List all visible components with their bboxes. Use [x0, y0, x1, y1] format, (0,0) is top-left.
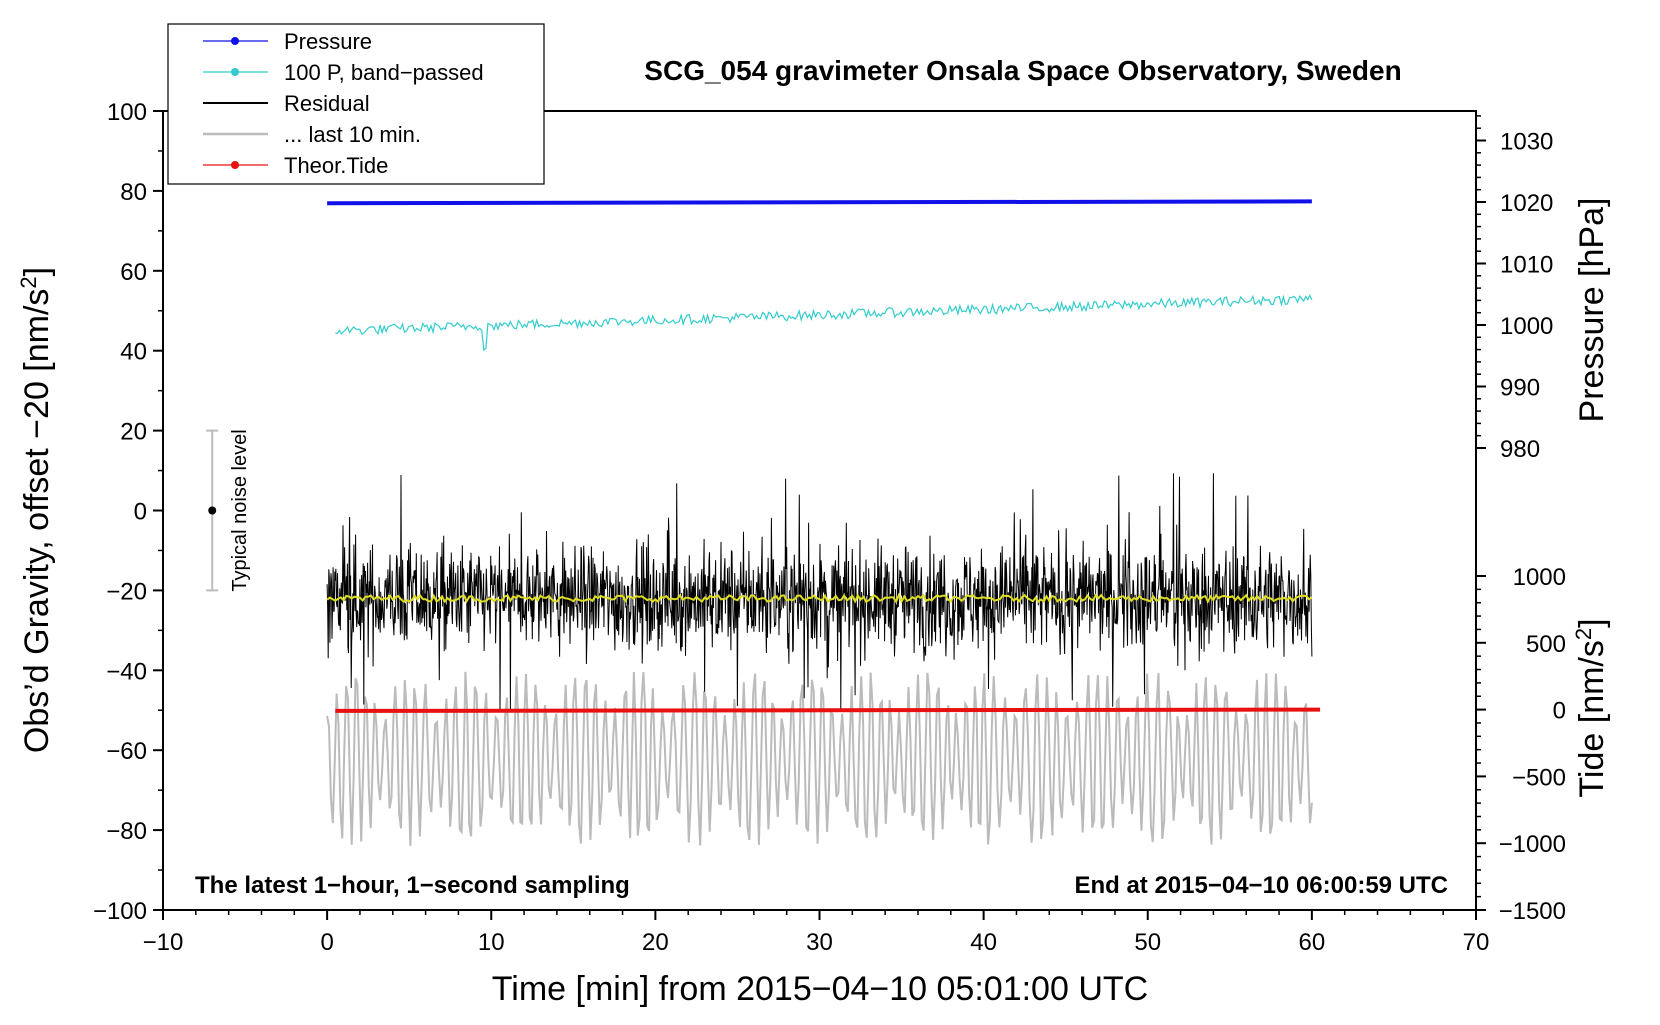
x-tick-label: 40: [970, 929, 997, 956]
series-pressure: [327, 199, 1312, 206]
y-axis-label-left: Obs’d Gravity, offset −20 [nm/s2]: [16, 267, 57, 753]
noise-bar-label: Typical noise level: [229, 429, 251, 591]
legend-marker: [231, 68, 239, 76]
legend-marker: [231, 37, 239, 45]
legend-label: Pressure: [284, 29, 372, 54]
x-tick-label: 50: [1134, 929, 1161, 956]
series-band-passed-pressure: [335, 294, 1313, 352]
x-tick-label: 70: [1463, 929, 1490, 956]
tide-tick-label: 1000: [1513, 564, 1566, 591]
y-tick-label: −40: [106, 658, 147, 685]
series-last-10-min: [326, 671, 1313, 846]
y-tick-label: 20: [120, 419, 147, 446]
x-tick-label: 10: [478, 929, 505, 956]
tide-tick-label: 0: [1553, 698, 1566, 725]
legend-marker: [231, 161, 239, 169]
pressure-tick-label: 1020: [1500, 190, 1553, 217]
x-tick-label: 20: [642, 929, 669, 956]
y-tick-label: 60: [120, 259, 147, 286]
legend-label: Theor.Tide: [284, 153, 388, 178]
annotation-sampling: The latest 1−hour, 1−second sampling: [195, 872, 630, 899]
y-tick-label: −80: [106, 818, 147, 845]
tide-tick-label: −1000: [1499, 831, 1566, 858]
y-tick-label: 80: [120, 179, 147, 206]
y-axis-label-pressure: Pressure [hPa]: [1573, 198, 1611, 423]
x-tick-label: 0: [320, 929, 333, 956]
x-tick-label: 60: [1299, 929, 1326, 956]
series-smoothed-residual: [326, 592, 1313, 604]
axes-layer: −10 0 10 20 30 40 50 60 70100806040200−20−40−60−…: [93, 99, 1566, 956]
legend-label: Residual: [284, 91, 370, 116]
y-tick-label: −20: [106, 578, 147, 605]
y-tick-label: 100: [107, 99, 147, 126]
y-tick-label: 40: [120, 339, 147, 366]
x-tick-label: 30: [806, 929, 833, 956]
noise-level-indicator: Typical noise level: [206, 429, 251, 592]
tide-tick-label: −500: [1512, 764, 1566, 791]
pressure-tick-label: 980: [1500, 436, 1540, 463]
legend-label: ... last 10 min.: [284, 122, 421, 147]
pressure-tick-label: 990: [1500, 375, 1540, 402]
x-axis-label: Time [min] from 2015−04−10 05:01:00 UTC: [492, 970, 1148, 1008]
series-layer: [326, 199, 1321, 846]
legend: Pressure 100 P, band−passed Residual ... la…: [167, 23, 545, 185]
y-tick-label: −100: [93, 898, 147, 925]
y-tick-label: −60: [106, 738, 147, 765]
pressure-tick-label: 1000: [1500, 313, 1553, 340]
y-axis-label-tide: Tide [nm/s2]: [1571, 618, 1612, 797]
x-tick-label: −10: [143, 929, 184, 956]
pressure-tick-label: 1030: [1500, 129, 1553, 156]
noise-bar-center-dot: [208, 506, 217, 515]
tide-tick-label: −1500: [1499, 898, 1566, 925]
y-tick-label: 0: [134, 499, 147, 526]
series-residual: [326, 473, 1313, 711]
series-theoretical-tide: [335, 707, 1321, 713]
legend-label: 100 P, band−passed: [284, 60, 484, 85]
tide-tick-label: 500: [1526, 631, 1566, 658]
pressure-tick-label: 1010: [1500, 252, 1553, 279]
chart-title: SCG_054 gravimeter Onsala Space Observat…: [644, 55, 1401, 86]
annotation-end-time: End at 2015−04−10 06:00:59 UTC: [1074, 872, 1448, 899]
